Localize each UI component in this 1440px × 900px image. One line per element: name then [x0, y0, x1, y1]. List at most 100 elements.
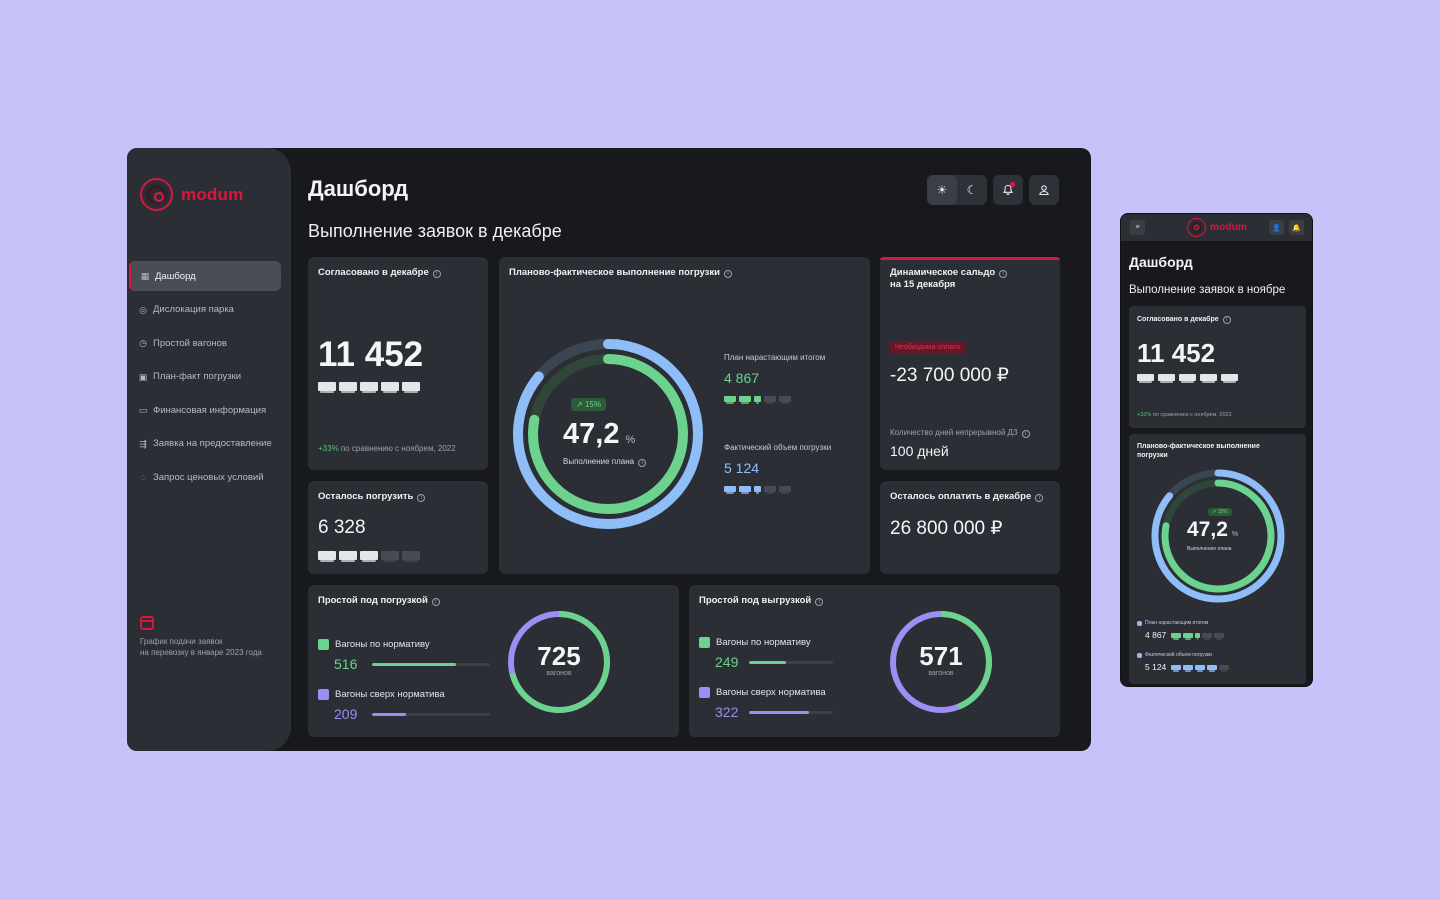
- idle-unloading-donut: [890, 611, 992, 713]
- desktop-window: modum ▦ Дашборд ◎ Дислокация парка ◷ Про…: [127, 148, 1091, 751]
- wagon-icon: [1219, 664, 1230, 672]
- sidebar-item-label: Дашборд: [155, 270, 196, 282]
- info-icon[interactable]: i: [417, 494, 426, 502]
- gauge-fact-arc: [513, 339, 703, 529]
- request-icon: ⇶: [139, 438, 147, 449]
- sidebar-item-request[interactable]: ⇶ Заявка на предоставление: [129, 429, 281, 459]
- wagon-indicator: [318, 551, 420, 562]
- info-icon[interactable]: i: [999, 270, 1008, 278]
- sidebar-item-price-request[interactable]: ◌ Запрос ценовых условий: [129, 462, 281, 492]
- over-value: 209: [334, 706, 358, 722]
- sidebar-item-dashboard[interactable]: ▦ Дашборд: [129, 261, 281, 291]
- fact-wagon-indicator: [724, 486, 791, 494]
- wagon-icon: [1171, 664, 1182, 672]
- debt-days-value: 100 дней: [890, 443, 949, 459]
- info-icon[interactable]: i: [1222, 316, 1231, 324]
- wagon-icon: [381, 551, 399, 562]
- clock-icon: ◷: [139, 338, 147, 348]
- info-icon[interactable]: i: [815, 598, 824, 606]
- user-icon[interactable]: 👤: [1269, 220, 1284, 235]
- mobile-agreed-comparison: +33% по сравнению с ноябрем, 2022: [1137, 412, 1232, 418]
- wagon-indicator: [1171, 632, 1225, 640]
- theme-switch: ☀ ☾: [927, 175, 987, 205]
- wagon-icon: [1183, 664, 1194, 672]
- logo[interactable]: modum: [140, 178, 243, 211]
- info-icon[interactable]: i: [638, 459, 647, 467]
- wagon-icon: [1214, 632, 1225, 640]
- blue-square-icon: [1137, 620, 1142, 626]
- idle-loading-total: 725: [537, 641, 581, 671]
- card-idle-unloading: Простой под выгрузкой i Вагоны по нормати…: [689, 585, 1060, 737]
- menu-icon[interactable]: ≡: [1130, 220, 1145, 235]
- page-subtitle: Выполнение заявок в декабре: [308, 221, 562, 241]
- card-to-pay: Осталось оплатить в декабре i 26 800 000 …: [880, 481, 1060, 574]
- info-icon[interactable]: i: [431, 598, 440, 606]
- sidebar-nav: ▦ Дашборд ◎ Дислокация парка ◷ Простой в…: [127, 261, 291, 496]
- wagon-icon: [1200, 374, 1217, 383]
- fact-label: Фактический объем погрузки: [724, 443, 832, 452]
- wagon-icon: [739, 396, 751, 404]
- mobile-logo[interactable]: modum: [1187, 218, 1247, 237]
- mobile-fact-legend: Фактический объем погрузки: [1137, 652, 1212, 658]
- card-plan-fact: Планово-фактическое выполнение погрузки i…: [499, 257, 870, 574]
- sun-icon[interactable]: ☀: [927, 175, 957, 205]
- card-title: Динамическое сальдо i на 15 декабря: [890, 267, 1008, 291]
- calendar-icon: [140, 616, 154, 630]
- plan-center-label: Выполнение плана i: [563, 457, 647, 467]
- donut-norm-arc: [508, 611, 610, 713]
- trend-badge: ↗ 15%: [571, 398, 606, 411]
- blue-square-icon: [1137, 652, 1142, 658]
- sidebar-item-label: Простой вагонов: [153, 337, 227, 349]
- idle-unloading-unit: вагонов: [928, 670, 954, 677]
- profile-button[interactable]: [1029, 175, 1059, 205]
- wagon-icon: [318, 551, 336, 562]
- sidebar-item-idle-wagons[interactable]: ◷ Простой вагонов: [129, 328, 281, 358]
- mobile-plan-value: 4 867: [1145, 630, 1167, 640]
- mobile-page-title: Дашборд: [1129, 254, 1193, 270]
- idle-loading-donut: [508, 611, 610, 713]
- purple-square-icon: [699, 687, 710, 698]
- card-agreed: Согласовано в декабре i 11 452 +33% по ср…: [308, 257, 488, 470]
- agreed-comparison: +33% по сравнению с ноябрем, 2022: [318, 444, 456, 453]
- over-progress-fill: [372, 712, 407, 716]
- wagon-icon: [402, 382, 420, 393]
- info-icon[interactable]: i: [432, 270, 441, 278]
- mobile-page-subtitle: Выполнение заявок в ноябре: [1129, 284, 1286, 296]
- info-icon[interactable]: i: [1021, 430, 1030, 438]
- mobile-plan-legend: План нарастающим итогом: [1137, 620, 1208, 626]
- wagon-icon: [754, 486, 761, 494]
- wagon-icon: [739, 486, 751, 494]
- sidebar-item-plan-fact[interactable]: ▣ План-факт погрузки: [129, 362, 281, 392]
- moon-icon[interactable]: ☾: [966, 183, 978, 197]
- info-icon[interactable]: i: [1035, 494, 1044, 502]
- mobile-window: ≡ modum 👤 🔔 Дашборд Выполнение заявок в …: [1120, 213, 1313, 687]
- mobile-agreed-value: 11 452: [1137, 338, 1216, 368]
- sidebar-item-fleet-location[interactable]: ◎ Дислокация парка: [129, 295, 281, 325]
- over-progress: [749, 710, 833, 714]
- logo-text: modum: [181, 184, 244, 204]
- over-progress: [372, 712, 490, 716]
- debt-days-label: Количество дней непрерывной ДЗ i: [890, 428, 1030, 438]
- info-icon[interactable]: i: [724, 270, 732, 278]
- sidebar-item-finance[interactable]: ▭ Финансовая информация: [129, 395, 281, 425]
- wagon-icon: [764, 486, 776, 494]
- sidebar-item-label: Финансовая информация: [153, 404, 267, 416]
- schedule-link-line1: График подачи заявок: [140, 637, 223, 646]
- card-title: Простой под погрузкой i: [318, 595, 440, 607]
- wagon-icon: [1207, 664, 1218, 672]
- norm-value: 249: [715, 654, 739, 670]
- page-title: Дашборд: [308, 176, 409, 201]
- notifications-button[interactable]: [993, 175, 1023, 205]
- notification-dot: [1010, 182, 1015, 187]
- card-remaining: Осталось погрузить i 6 328: [308, 481, 488, 574]
- wagon-icon: [724, 396, 736, 404]
- wagon-icon: [1171, 632, 1182, 640]
- legend-over: Вагоны сверх норматива: [318, 689, 445, 700]
- bell-icon[interactable]: 🔔: [1289, 220, 1304, 235]
- wagon-icon: [1202, 632, 1213, 640]
- schedule-link[interactable]: График подачи заявок на перевозку в янва…: [140, 616, 288, 658]
- purple-square-icon: [318, 689, 329, 700]
- norm-progress-fill: [749, 660, 786, 664]
- green-square-icon: [318, 639, 329, 650]
- wagon-icon: [1137, 374, 1154, 383]
